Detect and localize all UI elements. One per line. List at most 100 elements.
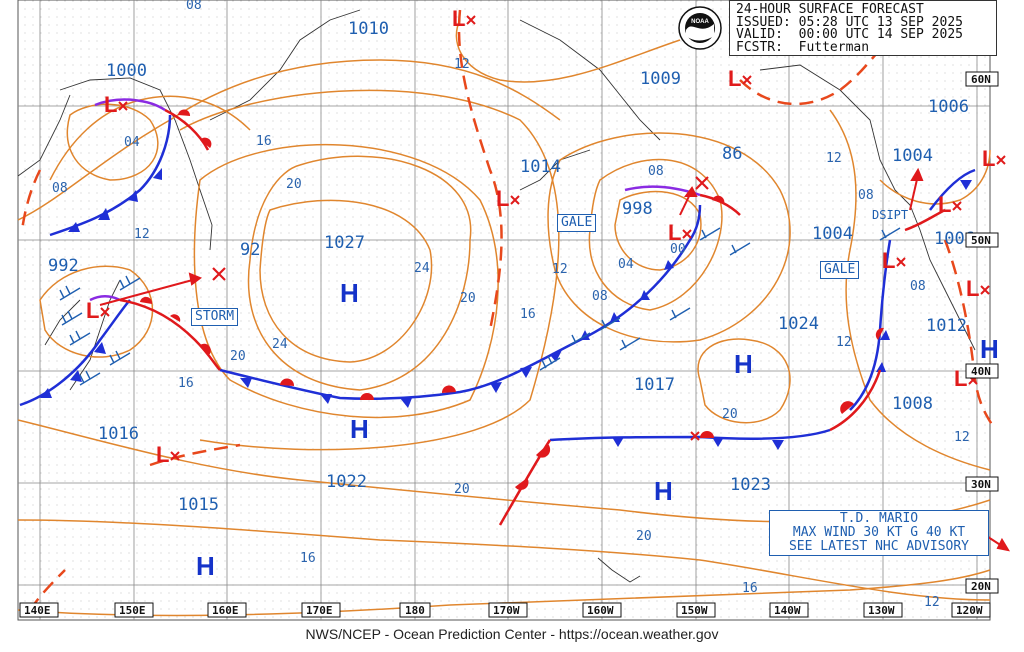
pressure-label: 1006 <box>934 229 975 249</box>
isobar-label: 00 <box>670 242 686 257</box>
low-center-marker <box>118 101 128 111</box>
warm-front-symbols <box>140 109 884 490</box>
cold-front-symbols <box>40 168 972 450</box>
forecaster: FCSTR: Futterman <box>736 39 870 55</box>
isobar-label: 16 <box>520 307 536 322</box>
high-centers: H H H H H H <box>196 278 999 581</box>
high-center: H <box>734 349 753 379</box>
movement-arrows <box>99 167 1011 552</box>
isobar-label: 04 <box>618 257 634 272</box>
isobar-label: 16 <box>742 581 758 596</box>
pressure-label: 1008 <box>892 394 933 414</box>
low-center: L <box>156 442 169 467</box>
low-center: L <box>452 6 465 31</box>
isobar-labels: 08 12 04 08 12 16 20 24 24 20 20 16 16 1… <box>52 0 970 610</box>
isobar-label: 20 <box>286 177 302 192</box>
low-center-marker <box>682 229 692 239</box>
low-center: L <box>938 192 951 217</box>
isobar-label: 12 <box>826 151 842 166</box>
svg-text:160W: 160W <box>587 604 614 617</box>
svg-text:50N: 50N <box>971 234 991 247</box>
pressure-label: 1017 <box>634 375 675 395</box>
gale-warning-tag: GALE <box>557 214 597 232</box>
map-frame <box>17 0 991 621</box>
wind-barbs <box>59 227 901 386</box>
low-center-marker <box>100 307 110 317</box>
isobar-label: 08 <box>592 289 608 304</box>
svg-text:120W: 120W <box>956 604 983 617</box>
isobar-label: 16 <box>178 376 194 391</box>
pressure-label: 1000 <box>106 61 147 81</box>
pressure-label: 1016 <box>98 424 139 444</box>
noaa-logo: NOAA <box>678 6 722 50</box>
isobar-label: 04 <box>124 135 140 150</box>
svg-text:170W: 170W <box>493 604 520 617</box>
isobar-label: 08 <box>52 181 68 196</box>
low-center-marker <box>980 285 990 295</box>
low-center: L <box>966 276 979 301</box>
low-center: L <box>882 248 895 273</box>
svg-text:150E: 150E <box>119 604 146 617</box>
svg-text:40N: 40N <box>971 365 991 378</box>
isobar-label: 08 <box>858 188 874 203</box>
low-center-marker <box>952 201 962 211</box>
latitude-labels: 60N 50N 40N 30N 20N <box>965 71 999 594</box>
forecast-info-box: 24-HOUR SURFACE FORECAST ISSUED: 05:28 U… <box>729 0 997 56</box>
pressure-label: 1012 <box>926 316 967 336</box>
svg-text:170E: 170E <box>306 604 333 617</box>
isobar-label: 12 <box>454 57 470 72</box>
svg-text:20N: 20N <box>971 580 991 593</box>
pressure-labels: 1010 1000 1009 1014 998 86 1006 1004 100… <box>48 19 975 515</box>
svg-text:60N: 60N <box>971 73 991 86</box>
isobar-label: 20 <box>454 482 470 497</box>
isobar-label: 12 <box>134 227 150 242</box>
isobar-label: 20 <box>722 407 738 422</box>
low-center: L <box>86 298 99 323</box>
warm-fronts <box>119 108 946 526</box>
isobars <box>17 19 991 617</box>
storm-warning-tag: STORM <box>191 308 239 326</box>
advisory-note: SEE LATEST NHC ADVISORY <box>788 539 969 554</box>
isobar-label: 16 <box>256 134 272 149</box>
low-center: L <box>496 186 509 211</box>
pressure-label: 1023 <box>730 475 771 495</box>
low-center-marker <box>996 155 1006 165</box>
pressure-label: 1004 <box>892 146 933 166</box>
low-center: L <box>982 146 995 171</box>
svg-text:30N: 30N <box>971 478 991 491</box>
pressure-label: 998 <box>622 199 653 219</box>
isobar-label: 20 <box>230 349 246 364</box>
low-center-marker <box>510 195 520 205</box>
isobar-label: 20 <box>460 291 476 306</box>
svg-text:NOAA: NOAA <box>691 19 709 25</box>
footer-credit: NWS/NCEP - Ocean Prediction Center - htt… <box>305 626 719 642</box>
gale-warning-tag: GALE <box>820 261 860 279</box>
isobar-label: 12 <box>924 595 940 610</box>
svg-text:160E: 160E <box>212 604 239 617</box>
pressure-label: 1027 <box>324 233 365 253</box>
svg-text:130W: 130W <box>868 604 895 617</box>
advisory-max-wind: MAX WIND 30 KT G 40 KT <box>792 525 966 540</box>
high-center: H <box>350 414 369 444</box>
isobar-label: 20 <box>636 529 652 544</box>
isobar-label: 08 <box>648 164 664 179</box>
troughs <box>20 9 997 611</box>
pressure-label: 86 <box>722 144 742 164</box>
isobar-label: 24 <box>272 337 288 352</box>
issued-time: ISSUED: 05:28 UTC 13 SEP 2025 <box>736 14 963 30</box>
pressure-label: 1022 <box>326 472 367 492</box>
tropical-advisory-box: T.D. MARIO MAX WIND 30 KT G 40 KT SEE LA… <box>769 510 989 556</box>
valid-time: VALID: 00:00 UTC 14 SEP 2025 <box>736 27 963 42</box>
high-center: H <box>196 551 215 581</box>
forecast-position-markers <box>212 176 709 281</box>
dissipating-tag: DSIPT <box>872 208 909 222</box>
pressure-label: 1009 <box>640 69 681 89</box>
advisory-storm-name: T.D. MARIO <box>839 511 919 526</box>
isobar-label: 12 <box>954 430 970 445</box>
low-centers: L L L L L L L L L L L L <box>86 6 1006 467</box>
high-center: H <box>340 278 359 308</box>
isobar-label: 08 <box>910 279 926 294</box>
low-center-marker <box>742 75 752 85</box>
